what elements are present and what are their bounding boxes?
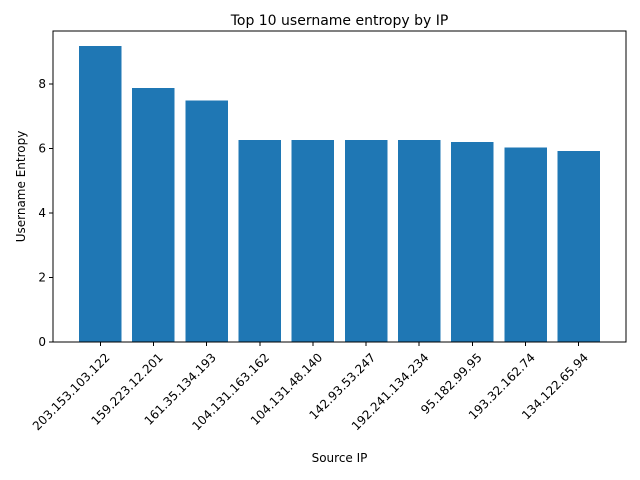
axes-frame [52, 30, 627, 343]
y-tick-label: 8 [38, 77, 46, 91]
bar [185, 100, 228, 342]
bar [451, 142, 494, 342]
bar [557, 151, 600, 342]
bar [132, 88, 175, 343]
bar [79, 45, 122, 343]
x-axis: 203.153.103.122159.223.12.201161.35.134.… [30, 342, 591, 433]
y-tick-label: 4 [38, 206, 46, 220]
y-axis-label: Username Entropy [14, 131, 28, 243]
bar [344, 139, 388, 342]
y-tick-label: 0 [38, 335, 46, 349]
plot-frame [52, 30, 627, 343]
y-axis: 0 2 4 6 8 [38, 77, 53, 349]
y-tick-label: 6 [38, 142, 46, 156]
bars-group [79, 45, 600, 343]
bar [504, 147, 547, 342]
y-tick-label: 2 [38, 271, 46, 285]
chart-title: Top 10 username entropy by IP [230, 13, 449, 29]
bar [397, 139, 441, 342]
x-axis-label: Source IP [312, 451, 368, 465]
bar [291, 139, 335, 342]
bar [238, 139, 282, 342]
